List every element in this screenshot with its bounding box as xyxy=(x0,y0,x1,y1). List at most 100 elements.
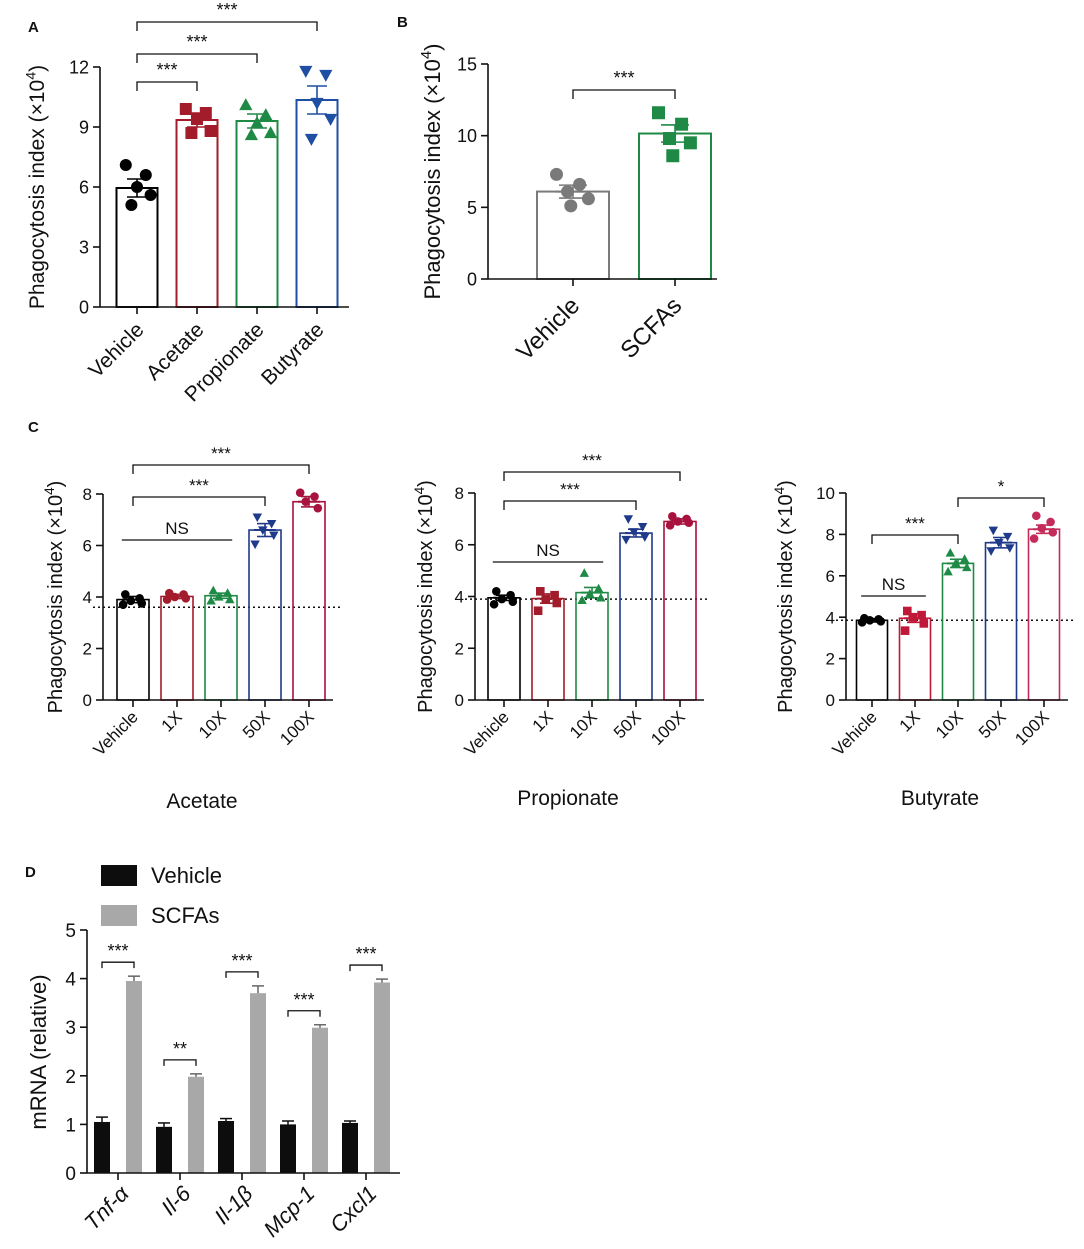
significance-label: * xyxy=(998,477,1005,496)
bar xyxy=(156,1126,172,1173)
y-tick-label: 8 xyxy=(826,526,835,545)
data-point xyxy=(250,116,264,129)
data-point xyxy=(206,595,216,605)
y-tick-label: 1 xyxy=(65,1115,76,1136)
data-point xyxy=(585,588,595,598)
significance-label: *** xyxy=(355,944,376,964)
y-axis-label: Phagocytosis index (×104) xyxy=(772,480,797,713)
data-point xyxy=(988,526,999,536)
y-tick-label: 0 xyxy=(79,297,89,317)
data-point xyxy=(665,521,675,530)
bar xyxy=(295,99,339,308)
y-axis-label-sup: 4 xyxy=(418,51,435,59)
significance-bracket xyxy=(503,471,681,481)
data-point xyxy=(1029,534,1039,543)
data-point xyxy=(310,492,319,501)
data-point xyxy=(637,522,648,532)
chart-title: Acetate xyxy=(166,790,237,813)
data-point xyxy=(208,585,219,595)
data-point xyxy=(264,126,278,139)
y-tick-label: 4 xyxy=(65,970,76,991)
y-tick-label: 2 xyxy=(826,650,835,669)
bar xyxy=(218,1120,234,1173)
data-point xyxy=(581,192,595,206)
significance-label: NS xyxy=(165,519,189,538)
significance-label: *** xyxy=(293,990,314,1010)
data-point xyxy=(962,562,972,572)
y-axis-label: mRNA (relative) xyxy=(26,974,51,1129)
significance-bracket xyxy=(572,89,676,99)
data-point xyxy=(162,595,172,604)
data-point xyxy=(299,65,313,78)
data-point xyxy=(144,189,157,201)
data-point xyxy=(492,587,501,596)
significance-bracket xyxy=(287,1010,321,1017)
significance-label: *** xyxy=(211,444,231,463)
bar xyxy=(160,595,194,701)
y-tick-label: 6 xyxy=(455,536,464,555)
data-point xyxy=(994,539,1004,548)
data-point xyxy=(675,117,689,131)
y-tick-label: 0 xyxy=(65,1164,76,1185)
data-point xyxy=(324,113,338,126)
x-tick-label: Vehicle xyxy=(461,707,513,759)
bar xyxy=(292,500,326,701)
data-point xyxy=(663,132,676,146)
y-tick-label: 4 xyxy=(83,588,92,607)
x-tick-label: 50X xyxy=(975,707,1010,742)
y-tick-label: 9 xyxy=(79,117,89,137)
significance-bracket xyxy=(136,81,198,91)
significance-bracket xyxy=(163,1059,197,1066)
data-point xyxy=(640,533,650,542)
data-point xyxy=(191,113,203,125)
data-point xyxy=(310,97,324,110)
legend-label: Vehicle xyxy=(151,863,222,888)
data-point xyxy=(313,503,323,513)
significance-bracket xyxy=(101,961,135,969)
x-tick-label: Cxcl1 xyxy=(325,1181,382,1238)
y-axis-label-sup: 4 xyxy=(772,486,787,494)
bar xyxy=(312,1027,328,1173)
legend-label: SCFAs xyxy=(151,903,219,928)
significance-label: *** xyxy=(613,68,634,88)
x-tick-label: 1X xyxy=(158,707,186,735)
bar xyxy=(487,596,521,701)
y-tick-label: 0 xyxy=(467,269,477,289)
data-point xyxy=(497,594,507,604)
significance-label: *** xyxy=(560,480,580,499)
x-tick-label: 50X xyxy=(610,707,645,742)
data-point xyxy=(250,540,260,550)
significance-bracket xyxy=(136,53,258,63)
significance-bracket xyxy=(871,534,959,544)
data-point xyxy=(550,167,563,181)
bar xyxy=(619,532,653,701)
data-point xyxy=(550,590,559,600)
x-tick-label: 100X xyxy=(1011,707,1053,749)
y-axis-label-sup: 4 xyxy=(412,486,427,494)
data-point xyxy=(959,554,970,563)
legend-swatch xyxy=(101,905,137,926)
data-point xyxy=(865,616,875,625)
bar xyxy=(250,993,266,1173)
bar xyxy=(1027,528,1061,701)
data-point xyxy=(508,597,518,606)
y-axis-label-close: ) xyxy=(420,44,445,51)
y-axis-label: Phagocytosis index (×104) xyxy=(24,65,49,309)
x-tick-label: SCFAs xyxy=(615,292,687,364)
bar xyxy=(235,120,279,308)
bar xyxy=(342,1122,358,1173)
bar xyxy=(855,619,889,701)
x-tick-label: Tnf-α xyxy=(79,1180,134,1235)
panel-label: D xyxy=(25,864,36,881)
bar xyxy=(248,529,282,701)
data-point xyxy=(179,103,192,115)
y-axis-label: Phagocytosis index (×104) xyxy=(418,44,445,300)
data-point xyxy=(170,592,180,602)
significance-label: NS xyxy=(882,575,906,594)
panel-label: C xyxy=(28,419,39,436)
x-tick-label: 50X xyxy=(239,707,274,742)
y-tick-label: 6 xyxy=(79,177,89,197)
chart-title: Butyrate xyxy=(901,787,979,810)
